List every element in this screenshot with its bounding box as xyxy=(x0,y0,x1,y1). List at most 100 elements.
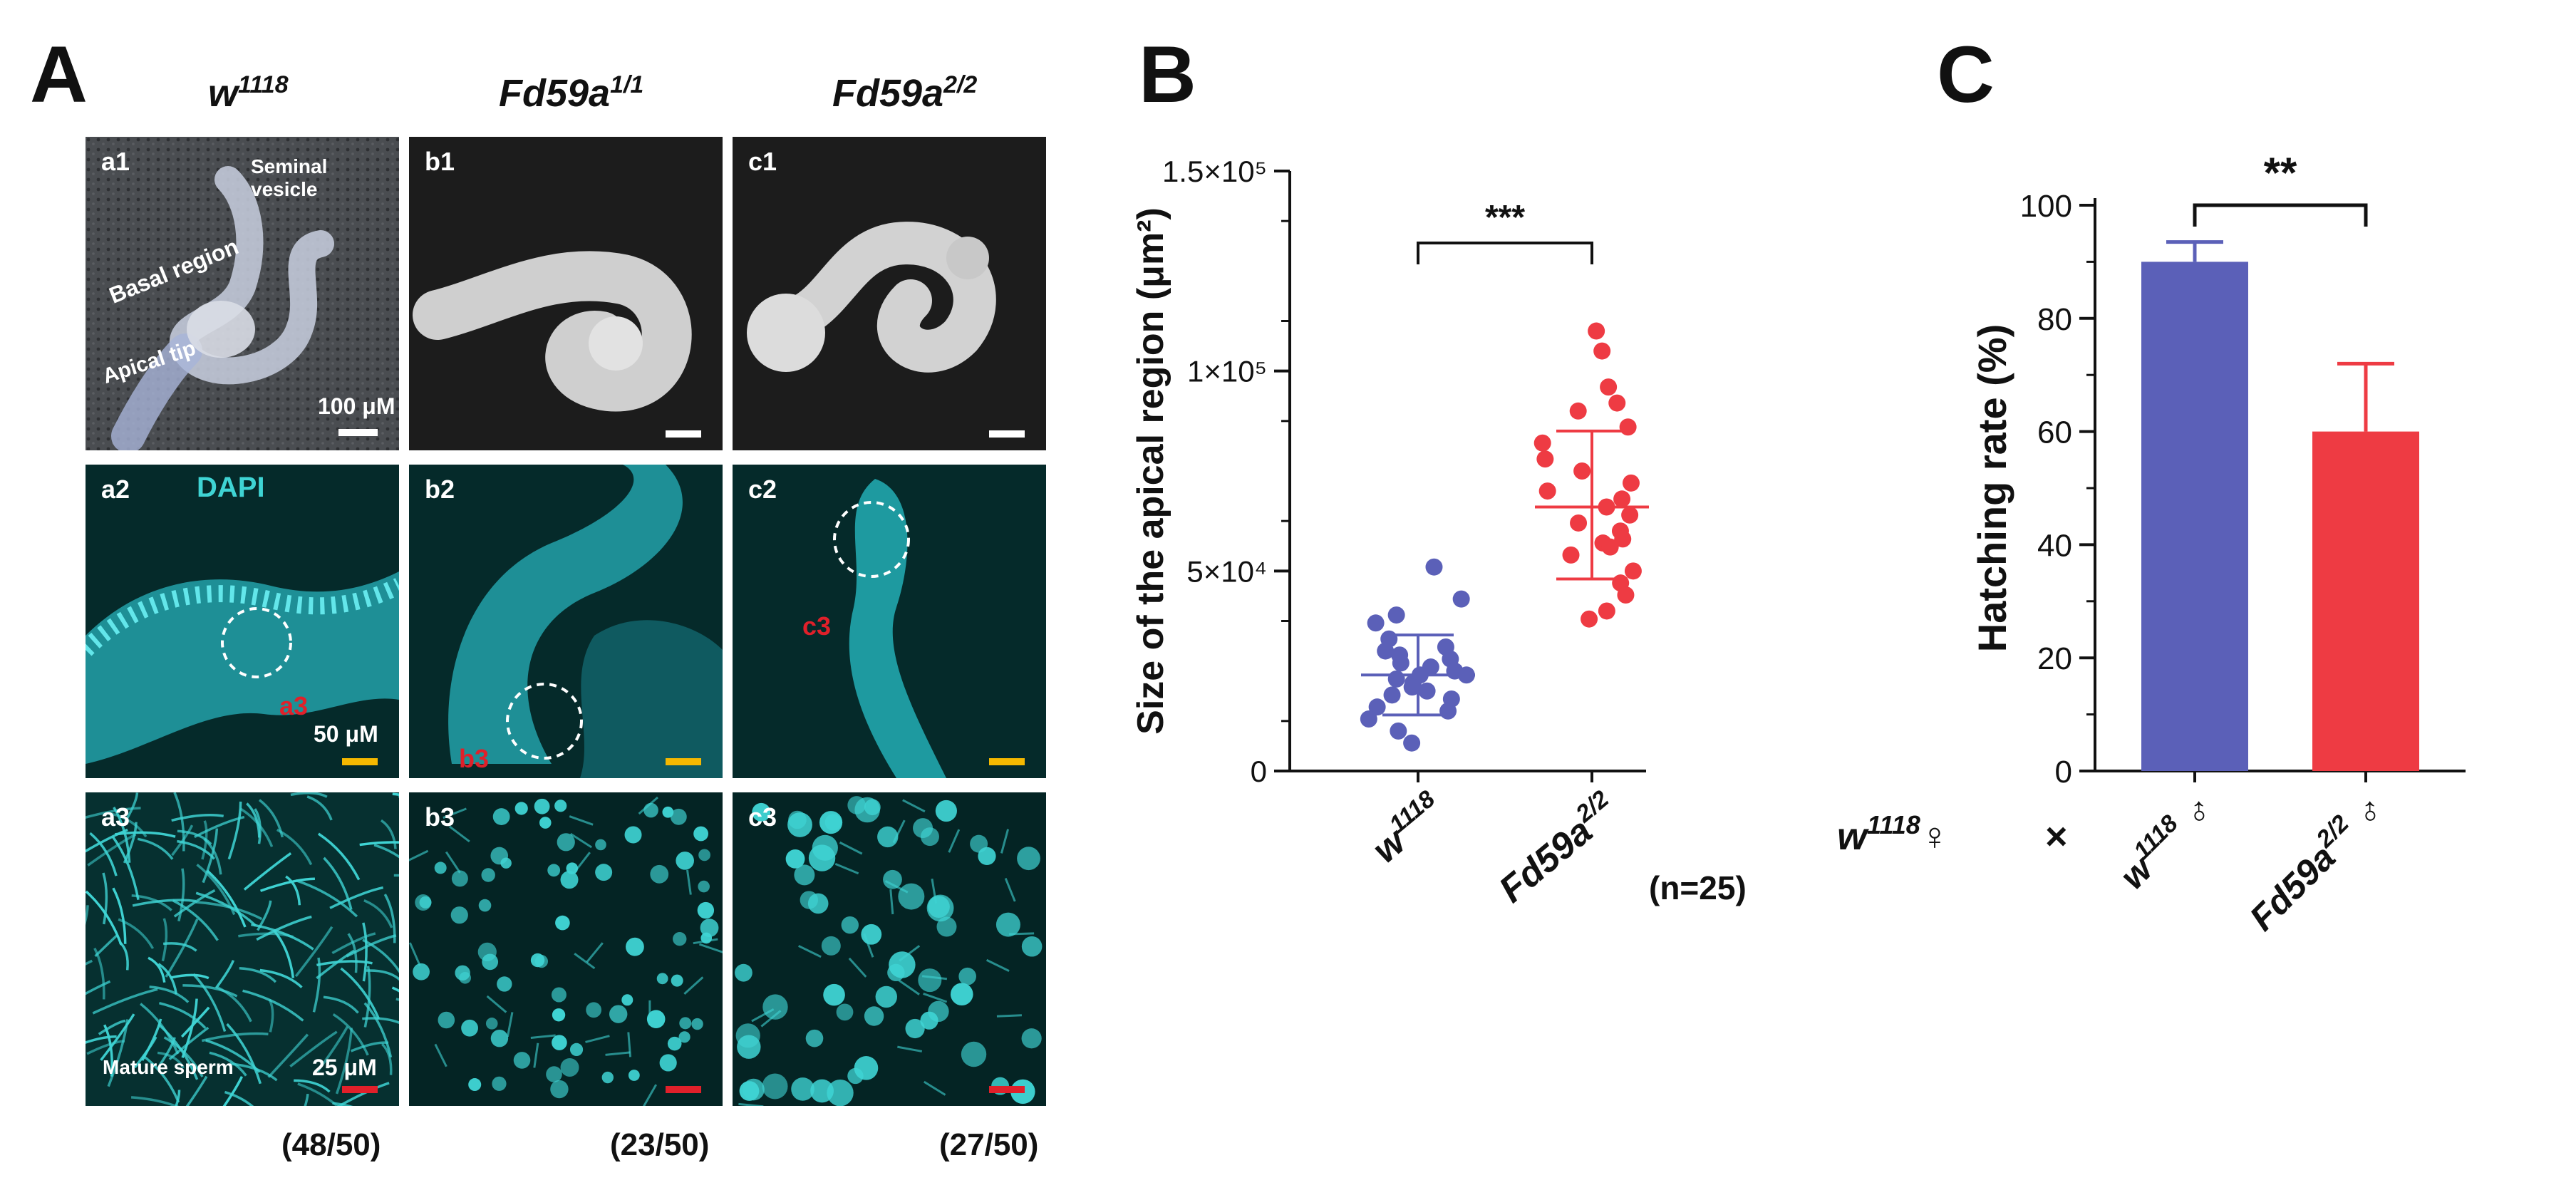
sperm-strand xyxy=(173,792,185,852)
sperm-strand xyxy=(751,1008,775,1023)
sperm-strand xyxy=(643,1084,658,1106)
nucleus xyxy=(492,1076,507,1091)
sperm-strand xyxy=(142,1055,180,1103)
sample-size-label: (n=25) xyxy=(1649,869,1747,906)
sperm-strand xyxy=(638,796,659,815)
nucleus xyxy=(477,942,497,961)
nucleus xyxy=(490,1029,509,1047)
sperm-strand xyxy=(863,933,874,958)
nucleus xyxy=(550,1080,569,1099)
sperm-strand xyxy=(296,879,358,918)
nucleus xyxy=(698,849,710,862)
nucleus xyxy=(821,936,841,956)
nucleus xyxy=(514,802,528,815)
sperm-strand xyxy=(243,852,292,891)
sperm-strand xyxy=(898,979,920,995)
sperm-strand xyxy=(627,1032,632,1057)
sperm-strand xyxy=(98,1019,126,1035)
sperm-strand xyxy=(834,862,859,875)
tile-label: b3 xyxy=(425,802,455,832)
sperm-strand xyxy=(201,820,208,860)
sperm-strand xyxy=(340,967,381,1020)
sperm-strand xyxy=(180,1006,210,1038)
sperm-strand xyxy=(107,1019,129,1087)
y-tick-label: 0 xyxy=(1251,755,1267,788)
sperm-strand xyxy=(86,1035,117,1044)
y-axis-label: Hatching rate (%) xyxy=(1970,324,2014,653)
sperm-strand xyxy=(363,966,371,1028)
panel-b-letter: B xyxy=(1139,30,1196,119)
nucleus xyxy=(785,849,805,869)
sperm-strand xyxy=(434,1043,448,1067)
sperm-strand xyxy=(331,932,376,955)
sperm-strand xyxy=(123,822,138,864)
cross-female-label: w1118♀ xyxy=(1837,810,1949,858)
sperm-strand xyxy=(921,975,948,981)
bar xyxy=(2141,262,2248,771)
sperm-strand xyxy=(254,808,262,844)
scale-label-100um: 100 μM xyxy=(318,393,395,419)
sperm-strand xyxy=(226,1023,262,1085)
data-point xyxy=(1377,642,1395,660)
sperm-strand xyxy=(1009,932,1035,936)
sperm-strand xyxy=(159,1001,207,1029)
nucleus xyxy=(624,826,642,844)
tile-label: a2 xyxy=(101,475,130,504)
dapi-stain-label: DAPI xyxy=(197,472,265,503)
significance-stars: ** xyxy=(2264,149,2297,197)
nucleus xyxy=(913,818,933,839)
nucleus xyxy=(737,1035,761,1059)
sperm-strand xyxy=(923,993,948,1003)
sperm-strand xyxy=(391,986,399,993)
sperm-strand xyxy=(996,1014,1022,1018)
nucleus xyxy=(898,883,925,910)
x-category-label: w1118 xyxy=(1362,785,1452,871)
sperm-strand xyxy=(256,915,312,941)
nucleus xyxy=(534,798,550,814)
sperm-strand xyxy=(165,918,199,978)
significance-bracket xyxy=(2193,203,2368,227)
nucleus xyxy=(656,973,668,985)
mature-sperm-annotation: Mature sperm xyxy=(103,1056,234,1078)
sperm-strand xyxy=(448,825,470,843)
data-point xyxy=(1403,734,1421,752)
tile-label: b2 xyxy=(425,475,455,504)
data-point xyxy=(1392,654,1409,672)
sperm-strand xyxy=(161,918,168,962)
scale-label-50um: 50 μM xyxy=(314,721,378,747)
y-tick-label: 80 xyxy=(2037,302,2072,337)
sperm-strand xyxy=(205,1039,261,1073)
nucleus xyxy=(752,802,771,822)
nucleus xyxy=(1017,847,1040,871)
sperm-strand xyxy=(798,945,822,958)
nucleus xyxy=(700,919,719,938)
nucleus xyxy=(485,1018,498,1030)
sperm-strand xyxy=(409,942,421,966)
sperm-strand xyxy=(586,942,604,963)
sperm-strand xyxy=(214,960,235,989)
nucleus xyxy=(995,912,1020,937)
bar xyxy=(2312,431,2419,771)
nucleus xyxy=(970,834,988,853)
nucleus xyxy=(918,968,942,993)
nucleus xyxy=(451,870,468,887)
data-point xyxy=(1387,606,1405,624)
sperm-strand xyxy=(392,792,399,796)
count-fd59a-1-1: (23/50) xyxy=(610,1127,710,1162)
nucleus xyxy=(836,1003,854,1021)
sperm-strand xyxy=(100,1013,135,1061)
nucleus xyxy=(791,1077,814,1101)
sperm-strand xyxy=(175,1090,181,1106)
nucleus xyxy=(950,983,973,1006)
data-point xyxy=(1383,686,1401,704)
sperm-strand xyxy=(323,995,359,1014)
sperm-strand xyxy=(363,899,393,928)
nucleus xyxy=(492,808,510,825)
nucleus xyxy=(823,983,845,1006)
nucleus xyxy=(413,963,430,981)
inset-label-c3: c3 xyxy=(802,611,832,641)
testis-drawing-a1 xyxy=(86,137,399,450)
sperm-strand xyxy=(177,829,212,845)
sperm-strand xyxy=(1004,877,1016,902)
tile-label: b1 xyxy=(425,147,455,176)
